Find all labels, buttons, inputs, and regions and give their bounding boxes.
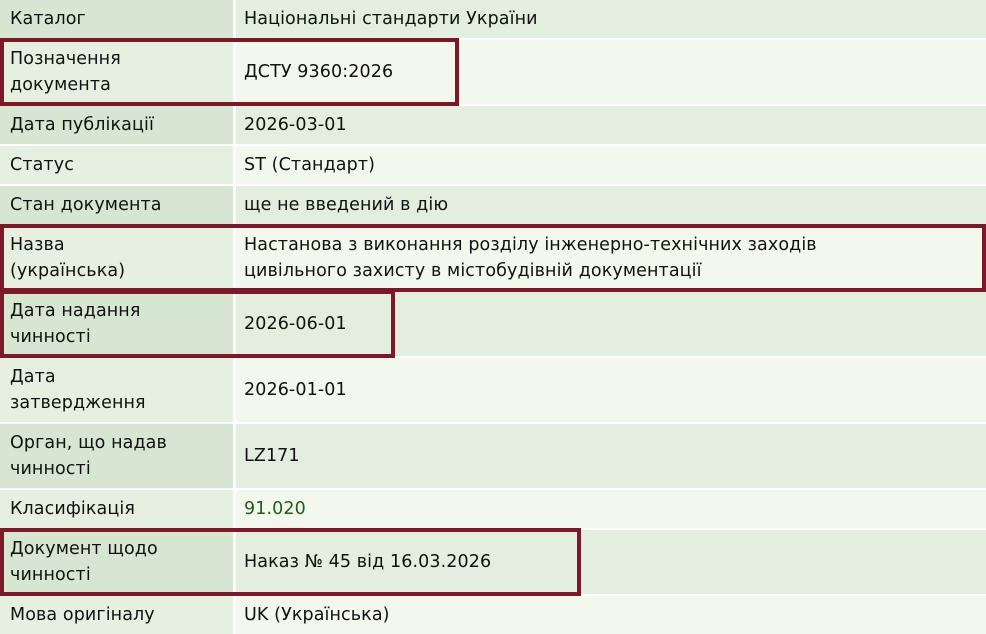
row-label-text: Дата затвердження — [10, 367, 146, 413]
row-value-text: Настанова з виконання розділу інженерно-… — [244, 235, 817, 281]
row-label-cell: Позначення документа — [0, 40, 233, 104]
row-label-text: Каталог — [10, 9, 86, 29]
row-value-text: ДСТУ 9360:2026 — [244, 62, 394, 82]
row-label-text: Класифікація — [10, 499, 135, 519]
row-label-cell: Орган, що надав чинності — [0, 424, 233, 488]
table-row: Документ щодо чинності Наказ № 45 від 16.… — [0, 528, 986, 596]
table-row: Назва (українська) Настанова з виконання … — [0, 224, 986, 292]
row-label-cell: Класифікація — [0, 490, 233, 528]
row-label-text: Позначення документа — [10, 49, 121, 95]
table-row: Каталог Національні стандарти України — [0, 0, 986, 38]
row-value-cell: 91.020 — [236, 490, 986, 528]
row-label-cell: Дата надання чинності — [0, 292, 233, 356]
table-row: Дата затвердження 2026-01-01 — [0, 358, 986, 422]
row-value-cell: ДСТУ 9360:2026 — [236, 40, 986, 104]
table-row: Позначення документа ДСТУ 9360:2026 — [0, 38, 986, 106]
row-value-cell: LZ171 — [236, 424, 986, 488]
row-value-text: ще не введений в дію — [244, 195, 449, 215]
row-label-text: Стан документа — [10, 195, 162, 215]
row-label-text: Дата публікації — [10, 115, 154, 135]
row-value-text: Наказ № 45 від 16.03.2026 — [244, 552, 492, 572]
row-label-cell: Каталог — [0, 0, 233, 38]
row-value-text: 2026-01-01 — [244, 380, 347, 400]
table-row: Дата публікації 2026-03-01 — [0, 106, 986, 144]
row-value-text: Національні стандарти України — [244, 9, 538, 29]
row-value-cell: ST (Стандарт) — [236, 146, 986, 184]
row-value-text: 2026-06-01 — [244, 314, 347, 334]
row-label-cell: Дата затвердження — [0, 358, 233, 422]
row-label-text: Документ щодо чинності — [10, 539, 158, 585]
table-row: Статус ST (Стандарт) — [0, 146, 986, 184]
row-value-text: LZ171 — [244, 446, 300, 466]
row-label-cell: Мова оригіналу — [0, 596, 233, 634]
row-value-cell: Наказ № 45 від 16.03.2026 — [236, 530, 986, 594]
table-row: Мова оригіналу UK (Українська) — [0, 596, 986, 634]
row-value-cell: ще не введений в дію — [236, 186, 986, 224]
row-label-text: Дата надання чинності — [10, 301, 141, 347]
table-row: Класифікація 91.020 — [0, 490, 986, 528]
row-label-cell: Стан документа — [0, 186, 233, 224]
row-label-text: Статус — [10, 155, 74, 175]
row-value-text: ST (Стандарт) — [244, 155, 376, 175]
row-value-cell: 2026-06-01 — [236, 292, 986, 356]
row-value-cell: Національні стандарти України — [236, 0, 986, 38]
row-value-cell: 2026-03-01 — [236, 106, 986, 144]
row-value-text: 2026-03-01 — [244, 115, 347, 135]
row-label-cell: Документ щодо чинності — [0, 530, 233, 594]
row-label-text: Орган, що надав чинності — [10, 433, 167, 479]
table-row: Дата надання чинності 2026-06-01 — [0, 290, 986, 358]
row-label-text: Мова оригіналу — [10, 605, 155, 625]
classification-link[interactable]: 91.020 — [244, 499, 306, 519]
row-label-text: Назва (українська) — [10, 235, 126, 281]
table-row: Стан документа ще не введений в дію — [0, 186, 986, 224]
row-value-cell: UK (Українська) — [236, 596, 986, 634]
row-value-cell: Настанова з виконання розділу інженерно-… — [236, 226, 986, 290]
row-label-cell: Дата публікації — [0, 106, 233, 144]
row-label-cell: Статус — [0, 146, 233, 184]
row-value-cell: 2026-01-01 — [236, 358, 986, 422]
table-row: Орган, що надав чинності LZ171 — [0, 424, 986, 488]
row-label-cell: Назва (українська) — [0, 226, 233, 290]
row-value-text: UK (Українська) — [244, 605, 390, 625]
